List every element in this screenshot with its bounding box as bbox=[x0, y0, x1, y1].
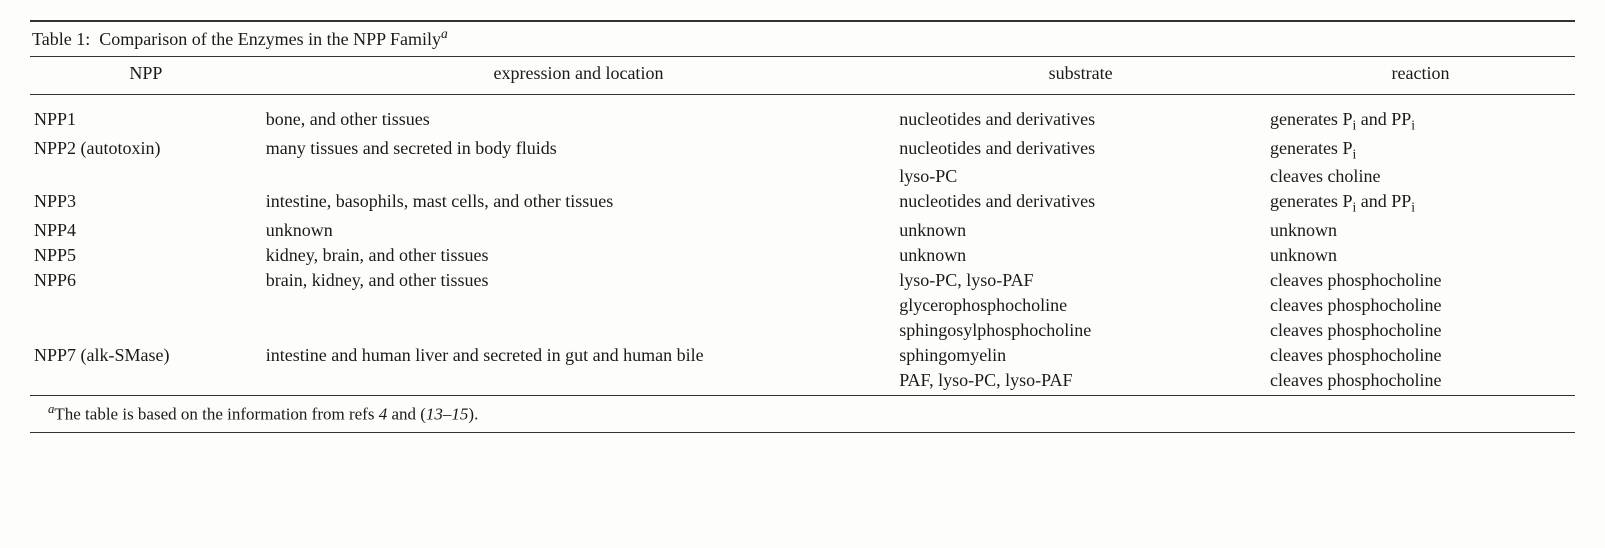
cell-expression bbox=[262, 368, 895, 396]
cell-expression: unknown bbox=[262, 218, 895, 243]
col-expression: expression and location bbox=[262, 57, 895, 95]
table-row: lyso-PCcleaves choline bbox=[30, 164, 1575, 189]
cell-reaction: unknown bbox=[1266, 243, 1575, 268]
col-npp: NPP bbox=[30, 57, 262, 95]
caption-prefix: Table 1: bbox=[32, 29, 90, 49]
footnote-ref-2: 13–15 bbox=[426, 404, 469, 423]
cell-substrate: sphingosylphosphocholine bbox=[895, 318, 1266, 343]
table-row: NPP7 (alk-SMase)intestine and human live… bbox=[30, 343, 1575, 368]
cell-reaction: generates Pi and PPi bbox=[1266, 189, 1575, 218]
cell-substrate: lyso-PC bbox=[895, 164, 1266, 189]
cell-substrate: glycerophosphocholine bbox=[895, 293, 1266, 318]
cell-reaction: cleaves choline bbox=[1266, 164, 1575, 189]
table-row: NPP3intestine, basophils, mast cells, an… bbox=[30, 189, 1575, 218]
footnote-text-2: and ( bbox=[387, 404, 426, 423]
table-row: NPP5kidney, brain, and other tissuesunkn… bbox=[30, 243, 1575, 268]
cell-substrate: nucleotides and derivatives bbox=[895, 136, 1266, 165]
cell-expression: intestine and human liver and secreted i… bbox=[262, 343, 895, 368]
footnote-text-1: The table is based on the information fr… bbox=[54, 404, 378, 423]
caption-footnote-marker: a bbox=[441, 26, 448, 41]
cell-expression: bone, and other tissues bbox=[262, 107, 895, 136]
footnote-text-3: ). bbox=[468, 404, 478, 423]
table-row: PAF, lyso-PC, lyso-PAFcleaves phosphocho… bbox=[30, 368, 1575, 396]
cell-expression: intestine, basophils, mast cells, and ot… bbox=[262, 189, 895, 218]
table-row: NPP4unknownunknownunknown bbox=[30, 218, 1575, 243]
cell-expression: kidney, brain, and other tissues bbox=[262, 243, 895, 268]
cell-reaction: cleaves phosphocholine bbox=[1266, 293, 1575, 318]
npp-table: Table 1: Comparison of the Enzymes in th… bbox=[30, 20, 1575, 433]
table-caption: Table 1: Comparison of the Enzymes in th… bbox=[30, 20, 1575, 57]
cell-npp bbox=[30, 164, 262, 189]
table-row: NPP1bone, and other tissuesnucleotides a… bbox=[30, 107, 1575, 136]
cell-reaction: unknown bbox=[1266, 218, 1575, 243]
cell-reaction: generates Pi and PPi bbox=[1266, 107, 1575, 136]
cell-expression: many tissues and secreted in body fluids bbox=[262, 136, 895, 165]
cell-reaction: generates Pi bbox=[1266, 136, 1575, 165]
cell-reaction: cleaves phosphocholine bbox=[1266, 368, 1575, 396]
cell-npp: NPP4 bbox=[30, 218, 262, 243]
table-row: sphingosylphosphocholinecleaves phosphoc… bbox=[30, 318, 1575, 343]
cell-npp: NPP2 (autotoxin) bbox=[30, 136, 262, 165]
cell-substrate: lyso-PC, lyso-PAF bbox=[895, 268, 1266, 293]
cell-npp: NPP5 bbox=[30, 243, 262, 268]
cell-reaction: cleaves phosphocholine bbox=[1266, 318, 1575, 343]
table-row: glycerophosphocholinecleaves phosphochol… bbox=[30, 293, 1575, 318]
footnote-ref-1: 4 bbox=[379, 404, 388, 423]
enzyme-table: NPP expression and location substrate re… bbox=[30, 57, 1575, 396]
cell-substrate: unknown bbox=[895, 218, 1266, 243]
cell-npp: NPP3 bbox=[30, 189, 262, 218]
table-row: NPP2 (autotoxin)many tissues and secrete… bbox=[30, 136, 1575, 165]
col-substrate: substrate bbox=[895, 57, 1266, 95]
cell-npp bbox=[30, 293, 262, 318]
header-row: NPP expression and location substrate re… bbox=[30, 57, 1575, 95]
col-reaction: reaction bbox=[1266, 57, 1575, 95]
table-row: NPP6brain, kidney, and other tissueslyso… bbox=[30, 268, 1575, 293]
table-footnote: aThe table is based on the information f… bbox=[30, 396, 1575, 434]
cell-expression bbox=[262, 293, 895, 318]
cell-substrate: nucleotides and derivatives bbox=[895, 107, 1266, 136]
table-body: NPP1bone, and other tissuesnucleotides a… bbox=[30, 95, 1575, 396]
cell-expression bbox=[262, 318, 895, 343]
cell-substrate: nucleotides and derivatives bbox=[895, 189, 1266, 218]
caption-text: Comparison of the Enzymes in the NPP Fam… bbox=[99, 29, 441, 49]
cell-npp: NPP1 bbox=[30, 107, 262, 136]
cell-substrate: sphingomyelin bbox=[895, 343, 1266, 368]
cell-substrate: unknown bbox=[895, 243, 1266, 268]
cell-substrate: PAF, lyso-PC, lyso-PAF bbox=[895, 368, 1266, 396]
cell-npp bbox=[30, 318, 262, 343]
cell-expression: brain, kidney, and other tissues bbox=[262, 268, 895, 293]
cell-npp bbox=[30, 368, 262, 396]
cell-npp: NPP6 bbox=[30, 268, 262, 293]
cell-reaction: cleaves phosphocholine bbox=[1266, 268, 1575, 293]
cell-npp: NPP7 (alk-SMase) bbox=[30, 343, 262, 368]
cell-reaction: cleaves phosphocholine bbox=[1266, 343, 1575, 368]
cell-expression bbox=[262, 164, 895, 189]
